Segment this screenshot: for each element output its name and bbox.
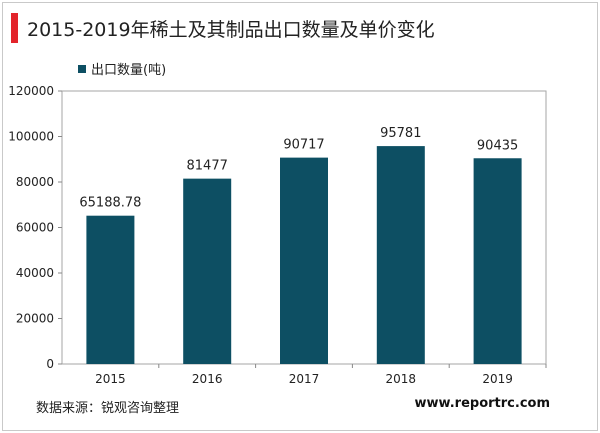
- data-label: 90435: [477, 138, 518, 153]
- chart-title: 2015-2019年稀土及其制品出口数量及单价变化: [27, 19, 435, 41]
- data-label: 90717: [283, 138, 324, 153]
- y-tick-label: 80000: [16, 175, 54, 189]
- y-tick-label: 120000: [8, 84, 54, 98]
- y-tick-label: 100000: [8, 130, 54, 144]
- legend-swatch: [78, 64, 86, 73]
- bar: [473, 158, 522, 364]
- x-tick-label: 2018: [386, 372, 417, 386]
- legend-label: 出口数量(吨): [91, 63, 167, 78]
- x-tick-label: 2015: [95, 372, 126, 386]
- data-label: 95781: [380, 126, 421, 141]
- source-note: 数据来源：锐观咨询整理: [36, 401, 180, 416]
- x-tick-label: 2019: [482, 372, 513, 386]
- title-accent-bar: [11, 13, 18, 43]
- bar: [86, 215, 135, 364]
- bar: [376, 146, 425, 364]
- x-tick-label: 2016: [192, 372, 223, 386]
- site-url: www.reportrc.com: [414, 396, 550, 411]
- y-tick-label: 20000: [16, 312, 54, 326]
- y-tick-label: 40000: [16, 266, 54, 280]
- x-tick-label: 2017: [289, 372, 320, 386]
- bar: [280, 157, 328, 364]
- y-tick-label: 60000: [16, 221, 54, 235]
- bar: [183, 178, 232, 364]
- legend: 出口数量(吨): [78, 59, 166, 78]
- data-label: 65188.78: [79, 196, 141, 211]
- data-label: 81477: [187, 159, 228, 174]
- y-tick-label: 0: [46, 357, 54, 371]
